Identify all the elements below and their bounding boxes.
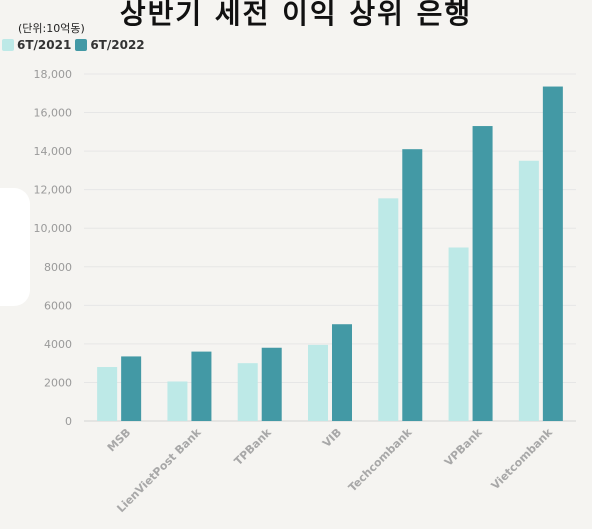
x-tick-label: Techcombank (346, 425, 415, 494)
legend-swatch-2022 (75, 39, 88, 51)
bar-6T-2021-Vietcombank (518, 160, 539, 421)
bar-6T-2022-LienVietPost-Bank (191, 351, 212, 421)
legend-swatch-2021 (2, 39, 14, 51)
x-tick-label: VIB (320, 426, 344, 450)
legend-label-2022: 6T/2022 (90, 38, 145, 52)
bar-6T-2022-VIB (332, 324, 352, 421)
y-tick-label: 2000 (44, 376, 72, 389)
bar-6T-2021-LienVietPost-Bank (167, 381, 188, 421)
bar-6T-2022-VPBank (472, 126, 493, 422)
y-tick-label: 0 (65, 415, 72, 428)
y-tick-label: 6000 (44, 299, 72, 312)
bar-6T-2021-TPBank (237, 363, 258, 421)
y-tick-label: 10,000 (34, 222, 73, 235)
bar-6T-2022-Techcombank (402, 149, 423, 421)
bar-6T-2022-MSB (121, 356, 142, 421)
chart-title: 상반기 세전 이익 상위 은행 (119, 0, 473, 30)
y-tick-label: 8000 (44, 261, 72, 274)
legend-label-2021: 6T/2021 (17, 38, 72, 52)
legend-item-2022: 6T/2022 (75, 38, 145, 52)
y-tick-label: 4000 (44, 338, 72, 351)
bar-6T-2022-Vietcombank (542, 86, 563, 422)
y-tick-label: 16,000 (34, 107, 73, 120)
y-tick-label: 12,000 (34, 184, 73, 197)
bar-6T-2021-VPBank (448, 247, 469, 421)
white-patch (0, 188, 30, 306)
bar-6T-2021-Techcombank (378, 198, 399, 421)
bar-6T-2022-TPBank (261, 347, 282, 421)
bar-6T-2021-VIB (308, 344, 328, 421)
y-tick-label: 14,000 (34, 145, 73, 158)
x-tick-label: TPBank (232, 425, 275, 468)
x-tick-label: VPBank (442, 425, 485, 468)
x-tick-label: Vietcombank (489, 425, 556, 492)
y-tick-label: 18,000 (34, 68, 73, 81)
legend-item-2021: 6T/2021 (2, 38, 71, 52)
legend: 6T/2021 6T/2022 (2, 38, 145, 52)
unit-label: (단위:10억동) (18, 22, 85, 35)
bar-6T-2021-MSB (97, 367, 118, 421)
x-tick-label: MSB (105, 426, 133, 454)
